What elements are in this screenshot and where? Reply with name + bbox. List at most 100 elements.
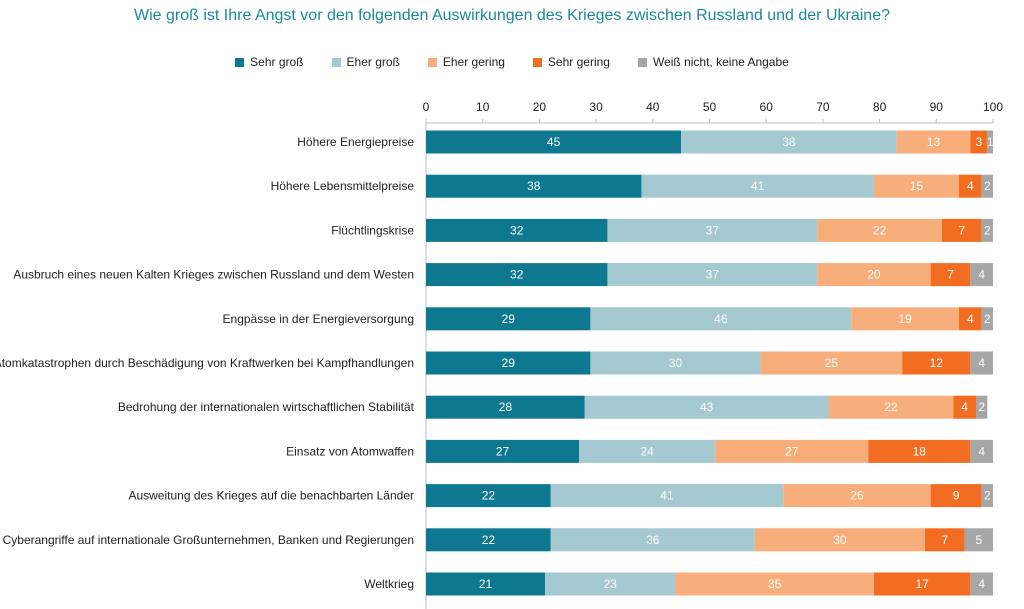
bar-segment <box>981 484 993 508</box>
bar-value-label: 4 <box>967 312 974 326</box>
category-label: Weltkrieg <box>364 577 414 591</box>
legend: Sehr groß Eher groß Eher gering Sehr ger… <box>0 55 1024 69</box>
bar-value-label: 20 <box>867 268 881 282</box>
x-tick-label: 0 <box>423 100 430 114</box>
bar-segment <box>783 484 931 508</box>
bar-value-label: 45 <box>547 135 561 149</box>
legend-label-eher-gross: Eher groß <box>346 55 400 69</box>
legend-swatch-eher-gering <box>427 57 437 67</box>
bar-segment <box>970 263 993 287</box>
bar-segment <box>426 528 551 552</box>
bar-segment <box>896 130 971 154</box>
bar-segment <box>754 528 925 552</box>
bar-value-label: 28 <box>499 400 513 414</box>
bar-segment <box>426 572 546 596</box>
bar-value-label: 24 <box>640 444 654 458</box>
bar-segment <box>681 130 897 154</box>
bar-value-label: 22 <box>482 533 496 547</box>
bar-segment <box>941 218 982 242</box>
category-label: Flüchtlingskrise <box>331 223 414 237</box>
bar-value-label: 35 <box>768 577 782 591</box>
category-label: Höhere Lebensmittelpreise <box>271 179 415 193</box>
bar-segment <box>545 572 676 596</box>
x-tick-label: 30 <box>589 100 603 114</box>
bar-value-label: 37 <box>706 223 720 237</box>
bar-value-label: 12 <box>930 356 944 370</box>
bar-value-label: 32 <box>510 268 524 282</box>
x-tick-label: 90 <box>930 100 944 114</box>
bar-segment <box>426 307 591 331</box>
bar-value-label: 36 <box>646 533 660 547</box>
bar-value-label: 4 <box>961 400 968 414</box>
x-tick-label: 70 <box>816 100 830 114</box>
legend-item-sehr-gering: Sehr gering <box>532 55 610 69</box>
bar-segment <box>817 263 931 287</box>
bar-value-label: 2 <box>984 312 991 326</box>
bar-segment <box>715 439 869 463</box>
bar-value-label: 1 <box>987 135 994 149</box>
bar-value-label: 27 <box>496 444 510 458</box>
bar-segment <box>930 263 971 287</box>
x-tick-label: 60 <box>760 100 774 114</box>
bar-value-label: 25 <box>825 356 839 370</box>
bar-value-label: 4 <box>978 268 985 282</box>
legend-item-eher-gering: Eher gering <box>427 55 505 69</box>
legend-label-sehr-gross: Sehr groß <box>250 55 304 69</box>
bar-value-label: 23 <box>604 577 618 591</box>
bar-segment <box>964 528 993 552</box>
bar-segment <box>873 174 959 198</box>
legend-label-eher-gering: Eher gering <box>442 55 505 69</box>
bar-segment <box>851 307 959 331</box>
bar-segment <box>975 395 988 419</box>
bar-segment <box>958 174 982 198</box>
bar-segment <box>868 439 971 463</box>
bar-segment <box>958 307 982 331</box>
bar-segment <box>953 395 976 419</box>
bar-value-label: 22 <box>873 223 887 237</box>
bar-value-label: 19 <box>898 312 912 326</box>
bar-segment <box>550 484 784 508</box>
bar-segment <box>426 263 608 287</box>
category-label: Einsatz von Atomwaffen <box>286 444 414 458</box>
bar-segment <box>426 484 551 508</box>
bar-value-label: 9 <box>953 489 960 503</box>
bar-segment <box>924 528 965 552</box>
bar-segment <box>970 130 988 154</box>
bar-segment <box>981 307 993 331</box>
bar-segment <box>550 528 755 552</box>
x-tick-label: 100 <box>983 100 1003 114</box>
bar-value-label: 30 <box>833 533 847 547</box>
bar-value-label: 38 <box>782 135 796 149</box>
bar-value-label: 18 <box>913 444 927 458</box>
bar-value-label: 4 <box>967 179 974 193</box>
bar-segment <box>981 218 993 242</box>
bar-value-label: 4 <box>978 444 985 458</box>
category-label: Engpässe in der Energieversorgung <box>223 312 414 326</box>
bar-segment <box>426 439 580 463</box>
bar-value-label: 29 <box>502 356 516 370</box>
bar-value-label: 27 <box>785 444 799 458</box>
bar-value-label: 5 <box>975 533 982 547</box>
bar-segment <box>970 572 993 596</box>
category-label: Cyberangriffe auf internationale Großunt… <box>3 533 414 547</box>
bar-segment <box>981 174 993 198</box>
bar-segment <box>607 263 818 287</box>
legend-swatch-sehr-gering <box>532 57 542 67</box>
bar-segment <box>584 395 829 419</box>
bar-value-label: 43 <box>700 400 714 414</box>
category-label: Ausweitung des Krieges auf die benachbar… <box>128 489 414 503</box>
x-tick-label: 10 <box>476 100 490 114</box>
x-tick-label: 50 <box>703 100 717 114</box>
bar-segment <box>902 351 971 375</box>
category-label: Ausbruch eines neuen Kalten Krieges zwis… <box>13 268 414 282</box>
bar-segment <box>873 572 971 596</box>
bar-segment <box>426 351 591 375</box>
legend-label-weiss-nicht: Weiß nicht, keine Angabe <box>652 55 789 69</box>
bar-value-label: 22 <box>884 400 898 414</box>
x-tick-label: 20 <box>533 100 547 114</box>
legend-label-sehr-gering: Sehr gering <box>547 55 610 69</box>
legend-item-sehr-gross: Sehr groß <box>235 55 304 69</box>
bar-value-label: 30 <box>669 356 683 370</box>
bar-segment <box>760 351 903 375</box>
bar-segment <box>675 572 874 596</box>
